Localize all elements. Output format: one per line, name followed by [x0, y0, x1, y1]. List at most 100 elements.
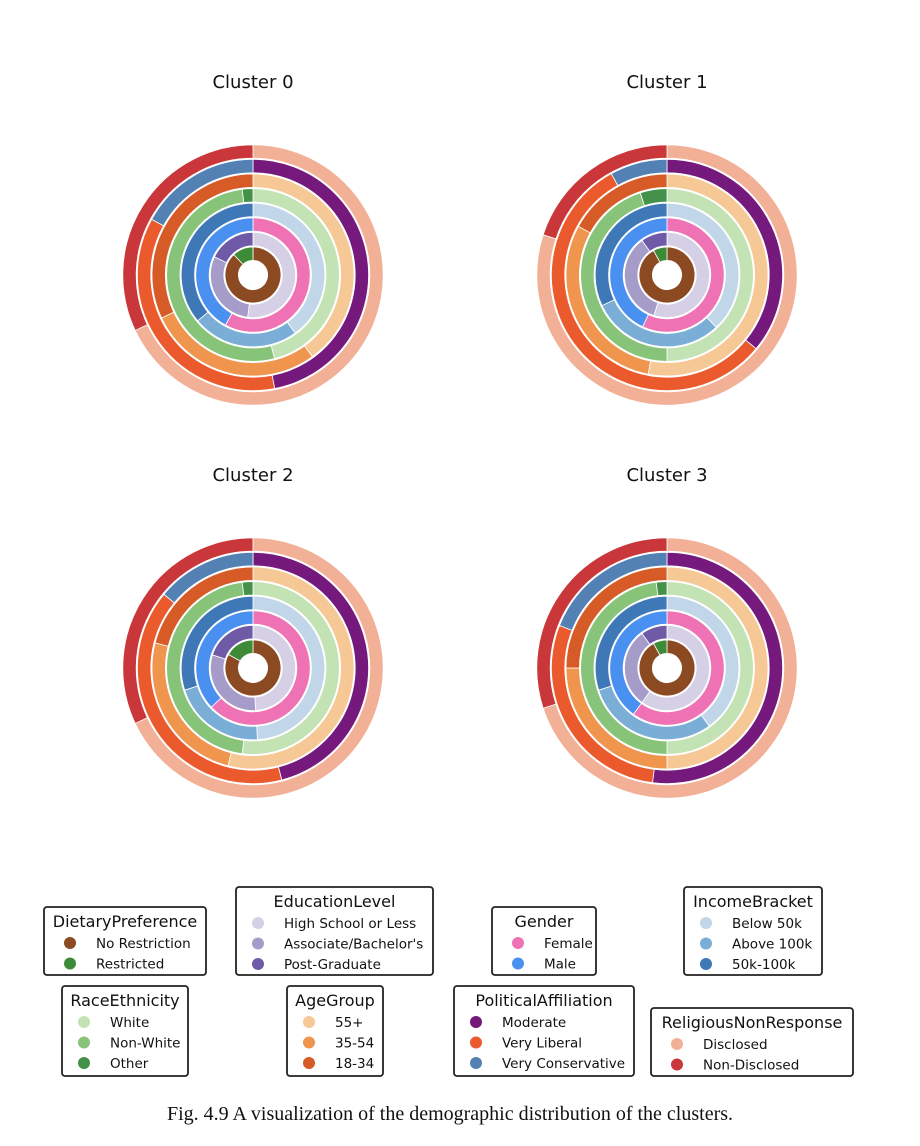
- wedge-2-raceethnicity-other: RaceEthnicity: Other: [241, 581, 254, 597]
- legend-label-politicalaffiliation-very-conservative: Very Conservative: [502, 1056, 625, 1072]
- legend-raceethnicity: RaceEthnicity White Non-White Other: [61, 985, 189, 1077]
- legend-label-religiousnonresponse-non-disclosed: Non-Disclosed: [703, 1058, 799, 1074]
- wedge-0-raceethnicity-other: RaceEthnicity: Other: [241, 188, 254, 204]
- cluster-title-2: Cluster 2: [212, 465, 293, 486]
- legend-marker-educationlevel-post-graduate: [252, 958, 264, 970]
- wedge-1-dietarypreference-restricted: DietaryPreference: Restricted: [652, 246, 668, 263]
- wedge-2-educationlevel-high-school-or-less: EducationLevel: High School or Less: [252, 624, 296, 711]
- legend-marker-agegroup-35-54: [303, 1036, 315, 1049]
- wedge-2-dietarypreference-no-restriction: DietaryPreference: No Restriction: [224, 639, 282, 697]
- legend-marker-educationlevel-high-school-or-less: [252, 917, 264, 929]
- legend-dietarypreference: DietaryPreference No Restriction Restricte…: [43, 906, 207, 976]
- legend-title-raceethnicity: RaceEthnicity: [70, 991, 179, 1010]
- wedge-3-educationlevel-post-graduate: EducationLevel: Post-Graduate: [641, 624, 668, 645]
- legend-marker-agegroup-55: [303, 1016, 315, 1028]
- wedge-1-dietarypreference-no-restriction: DietaryPreference: No Restriction: [638, 246, 696, 304]
- legend-label-raceethnicity-white: White: [110, 1015, 149, 1031]
- wedge-0-educationlevel-post-graduate: EducationLevel: Post-Graduate: [213, 231, 254, 264]
- wedge-2-religiousnonresponse-non-disclosed: ReligiousNonResponse: Non-Disclosed: [122, 537, 254, 724]
- legend-educationlevel: EducationLevel High School or Less Associa…: [235, 886, 434, 976]
- legend-label-incomebracket-above-100k: Above 100k: [732, 937, 812, 953]
- wedge-2-politicalaffiliation-very-conservative: PoliticalAffiliation: Very Conservative: [163, 551, 254, 604]
- cluster-title-0: Cluster 0: [212, 72, 293, 93]
- legend-marker-raceethnicity-other: [78, 1057, 90, 1069]
- wedge-2-dietarypreference-restricted: DietaryPreference: Restricted: [227, 639, 254, 662]
- legend-marker-religiousnonresponse-disclosed: [671, 1038, 683, 1050]
- legend-politicalaffiliation: PoliticalAffiliation Moderate Very Liberal…: [453, 985, 635, 1077]
- wedge-2-agegroup-18-34: AgeGroup: 18-34: [154, 566, 254, 647]
- legend-agegroup: AgeGroup 55+ 35-54 18-34: [286, 985, 384, 1077]
- legend-marker-politicalaffiliation-very-conservative: [470, 1057, 482, 1069]
- legend-marker-incomebracket-50k-100k: [700, 958, 712, 970]
- legend-marker-dietarypreference-restricted: [64, 957, 76, 970]
- cluster-charts: Cluster 0 DietaryPreference: No Restricti…: [122, 72, 798, 799]
- legend-title-educationlevel: EducationLevel: [274, 892, 396, 911]
- wedge-1-incomebracket-50k-100k: IncomeBracket: 50k-100k: [594, 202, 668, 307]
- legend-label-incomebracket-50k-100k: 50k-100k: [732, 957, 796, 973]
- legend-marker-educationlevel-associate-bachelor-s: [252, 937, 264, 950]
- legend-marker-raceethnicity-white: [78, 1016, 90, 1028]
- legend-label-gender-male: Male: [544, 957, 576, 973]
- legend-label-dietarypreference-no-restriction: No Restriction: [96, 936, 191, 952]
- wedge-1-agegroup-18-34: AgeGroup: 18-34: [577, 173, 668, 234]
- legend-box-incomebracket: [683, 886, 823, 976]
- legend-marker-gender-male: [512, 957, 524, 970]
- legend-marker-religiousnonresponse-non-disclosed: [671, 1058, 683, 1071]
- legend-label-agegroup-35-54: 35-54: [335, 1036, 374, 1052]
- legend-label-agegroup-18-34: 18-34: [335, 1056, 374, 1072]
- legend-marker-agegroup-18-34: [303, 1057, 315, 1069]
- legend-label-dietarypreference-restricted: Restricted: [96, 957, 164, 973]
- legend-marker-raceethnicity-non-white: [78, 1036, 90, 1049]
- legend-box-dietarypreference: [43, 906, 207, 976]
- wedge-2-gender-male: Gender: Male: [195, 610, 254, 708]
- wedge-0-religiousnonresponse-non-disclosed: ReligiousNonResponse: Non-Disclosed: [122, 144, 254, 331]
- legend-marker-politicalaffiliation-moderate: [470, 1016, 482, 1028]
- legend-box-agegroup: [286, 985, 384, 1077]
- legend-label-educationlevel-post-graduate: Post-Graduate: [284, 957, 381, 973]
- legend-box-religiousnonresponse: [650, 1007, 854, 1077]
- legend-label-educationlevel-associate-bachelor-s: Associate/Bachelor's: [284, 937, 423, 953]
- wedge-1-educationlevel-high-school-or-less: EducationLevel: High School or Less: [653, 231, 710, 318]
- legend-marker-politicalaffiliation-very-liberal: [470, 1036, 482, 1049]
- wedge-3-gender-female: Gender: Female: [632, 610, 725, 726]
- legend-label-religiousnonresponse-disclosed: Disclosed: [703, 1037, 768, 1053]
- wedge-2-incomebracket-50k-100k: IncomeBracket: 50k-100k: [180, 595, 254, 691]
- legend-marker-dietarypreference-no-restriction: [64, 937, 76, 949]
- cluster-chart-3: Cluster 3 DietaryPreference: No Restricti…: [536, 465, 798, 799]
- wedge-3-religiousnonresponse-non-disclosed: ReligiousNonResponse: Non-Disclosed: [536, 537, 668, 709]
- wedge-0-gender-female: Gender: Female: [224, 217, 311, 333]
- legend-title-incomebracket: IncomeBracket: [693, 892, 813, 911]
- legend-title-politicalaffiliation: PoliticalAffiliation: [475, 991, 612, 1010]
- legend-marker-incomebracket-above-100k: [700, 937, 712, 950]
- legend-label-raceethnicity-non-white: Non-White: [110, 1036, 181, 1052]
- wedge-3-gender-male: Gender: Male: [609, 610, 668, 715]
- wedge-3-politicalaffiliation-very-conservative: PoliticalAffiliation: Very Conservative: [558, 551, 668, 631]
- wedge-3-educationlevel-high-school-or-less: EducationLevel: High School or Less: [641, 624, 710, 711]
- wedge-0-dietarypreference-restricted: DietaryPreference: Restricted: [233, 246, 254, 265]
- legend-label-politicalaffiliation-moderate: Moderate: [502, 1015, 566, 1031]
- legend-title-dietarypreference: DietaryPreference: [53, 912, 198, 931]
- legend-label-agegroup-55: 55+: [335, 1015, 364, 1031]
- legend-box-politicalaffiliation: [453, 985, 635, 1077]
- wedge-3-agegroup-18-34: AgeGroup: 18-34: [565, 566, 668, 669]
- legend-incomebracket: IncomeBracket Below 50k Above 100k 50k-100k: [683, 886, 823, 976]
- wedge-0-gender-male: Gender: Male: [195, 217, 254, 326]
- legend-title-agegroup: AgeGroup: [295, 991, 375, 1010]
- legend-label-incomebracket-below-50k: Below 50k: [732, 916, 802, 932]
- wedge-3-raceethnicity-other: RaceEthnicity: Other: [655, 581, 668, 597]
- legend-label-raceethnicity-other: Other: [110, 1056, 149, 1072]
- legend-box-educationlevel: [235, 886, 434, 976]
- wedge-3-dietarypreference-no-restriction: DietaryPreference: No Restriction: [638, 639, 696, 697]
- wedge-1-religiousnonresponse-non-disclosed: ReligiousNonResponse: Non-Disclosed: [542, 144, 668, 240]
- legend-religiousnonresponse: ReligiousNonResponse Disclosed Non-Disclos…: [650, 1007, 854, 1077]
- wedge-0-dietarypreference-no-restriction: DietaryPreference: No Restriction: [224, 246, 282, 304]
- legend-title-religiousnonresponse: ReligiousNonResponse: [662, 1013, 843, 1032]
- wedge-0-agegroup-18-34: AgeGroup: 18-34: [151, 173, 254, 319]
- legend-marker-incomebracket-below-50k: [700, 917, 712, 929]
- figure-caption: Fig. 4.9 A visualization of the demograp…: [167, 1103, 733, 1125]
- wedge-1-gender-male: Gender: Male: [609, 217, 668, 328]
- wedge-1-politicalaffiliation-very-conservative: PoliticalAffiliation: Very Conservative: [610, 158, 668, 186]
- cluster-chart-0: Cluster 0 DietaryPreference: No Restricti…: [122, 72, 384, 406]
- wedge-3-incomebracket-50k-100k: IncomeBracket: 50k-100k: [594, 595, 668, 691]
